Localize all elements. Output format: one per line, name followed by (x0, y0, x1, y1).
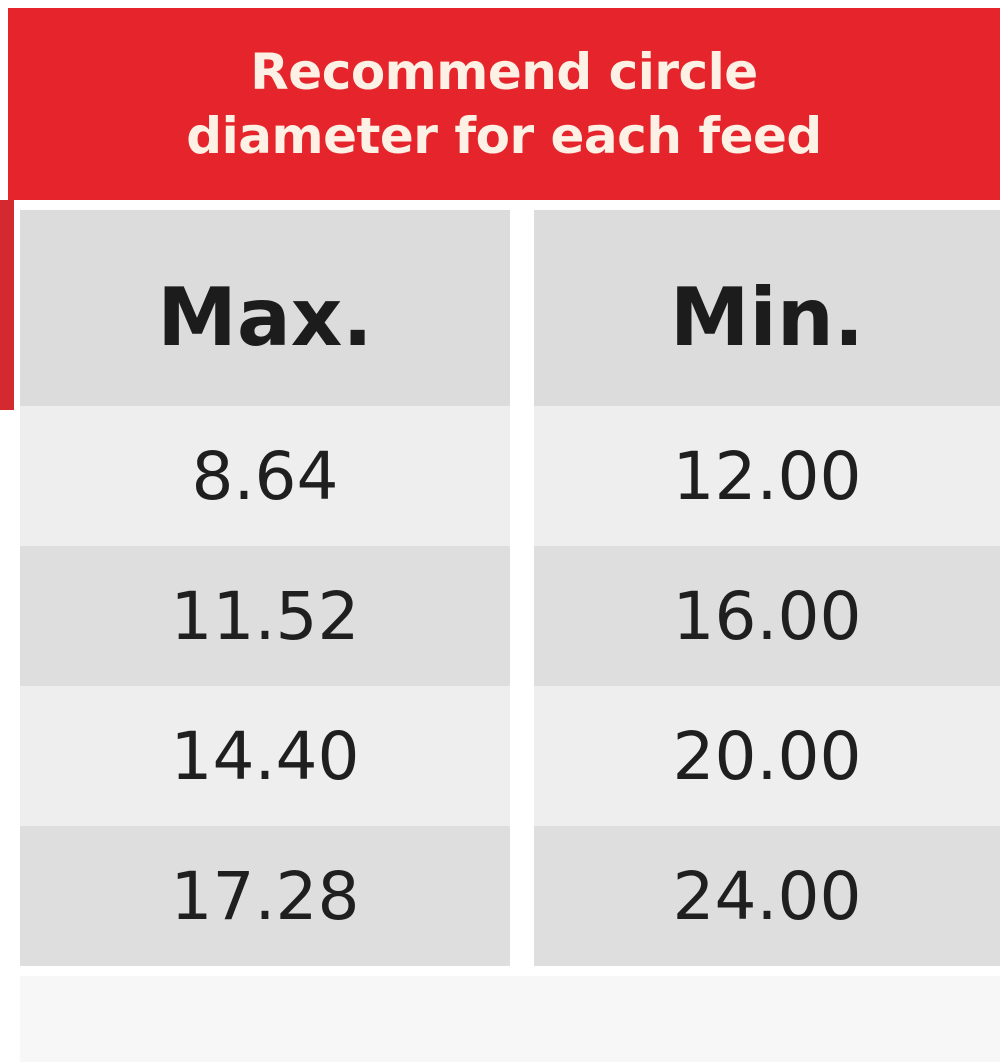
max-cell: 17.28 (20, 826, 510, 966)
column-divider (510, 826, 534, 966)
table-row: 11.52 16.00 (20, 546, 1000, 686)
table-footer-strip (20, 976, 1000, 1062)
column-divider (510, 546, 534, 686)
table-title-banner: Recommend circle diameter for each feed (8, 8, 1000, 200)
max-cell: 8.64 (20, 406, 510, 546)
table-row: 14.40 20.00 (20, 686, 1000, 826)
red-accent-bar (0, 200, 14, 410)
column-divider (510, 210, 534, 406)
max-cell: 11.52 (20, 546, 510, 686)
table-title: Recommend circle diameter for each feed (186, 43, 822, 165)
min-cell: 12.00 (534, 406, 1000, 546)
column-divider (510, 406, 534, 546)
min-cell: 16.00 (534, 546, 1000, 686)
table-row: 17.28 24.00 (20, 826, 1000, 966)
max-cell: 14.40 (20, 686, 510, 826)
column-divider (510, 686, 534, 826)
table-row: 8.64 12.00 (20, 406, 1000, 546)
column-header-min: Min. (534, 210, 1000, 406)
min-cell: 20.00 (534, 686, 1000, 826)
min-cell: 24.00 (534, 826, 1000, 966)
table-header-row: Max. Min. (20, 210, 1000, 406)
diameter-table: Max. Min. 8.64 12.00 11.52 16.00 14.40 2… (20, 210, 1000, 966)
column-header-max: Max. (20, 210, 510, 406)
